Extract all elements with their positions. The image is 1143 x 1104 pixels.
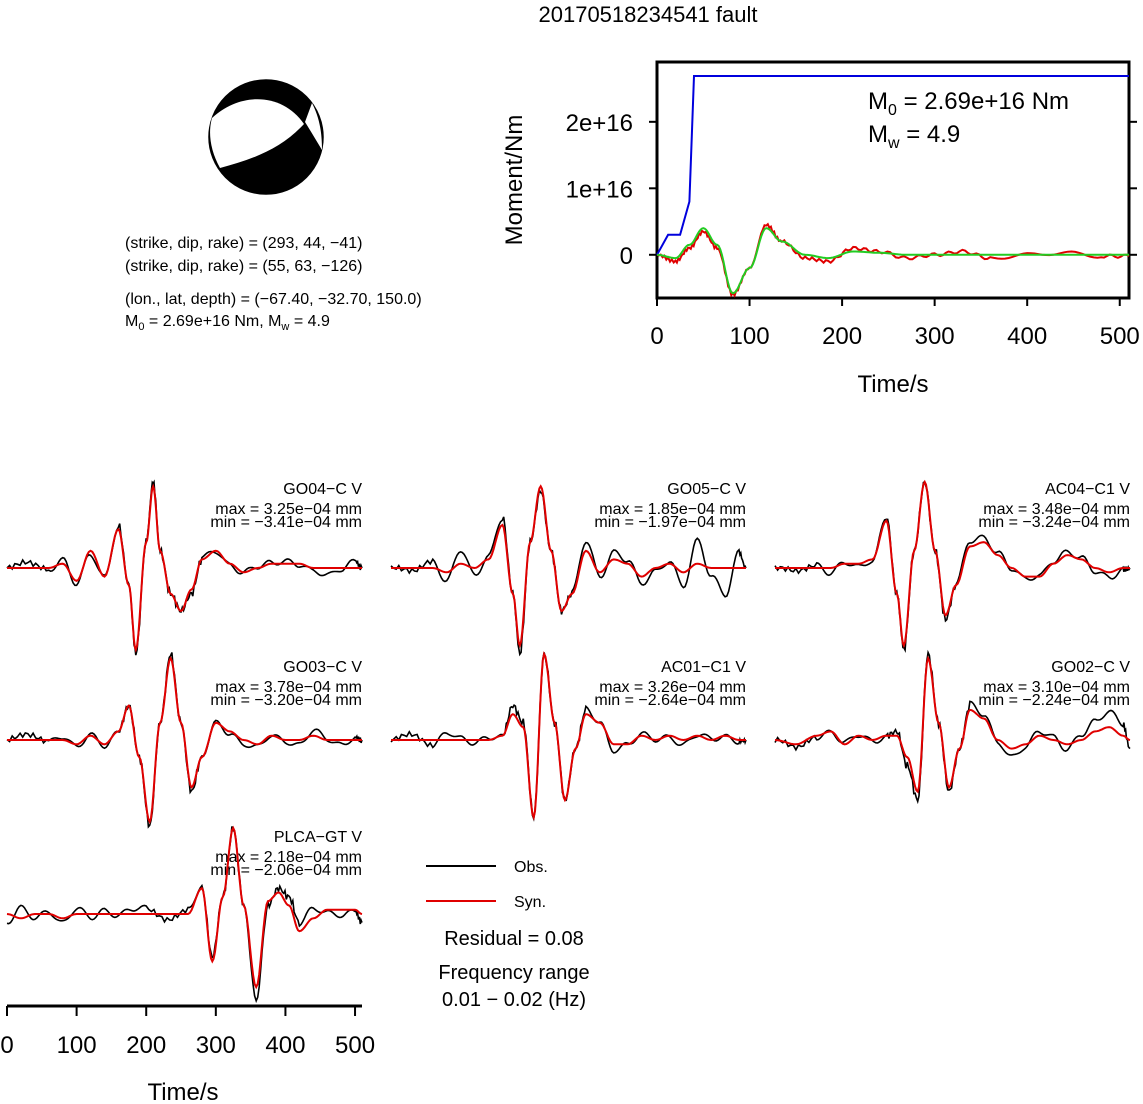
min-amplitude: min = −2.64e−04 mm	[594, 692, 746, 709]
station-label: GO04−C V	[283, 481, 362, 498]
moment-y-tick-label: 1e+16	[566, 176, 633, 203]
mw-annotation: Mw = 4.9	[868, 121, 960, 152]
synthetic-trace	[775, 479, 1130, 649]
moment-reference-line	[656, 227, 1129, 295]
max-amplitude: max = 3.48e−04 mm	[983, 501, 1130, 518]
beachball-white-lobe	[210, 99, 304, 168]
bottom-time-axis: 0 100 200 300 400 500	[0, 1004, 375, 1059]
bottom-x-tick-label: 500	[335, 1032, 375, 1059]
m0-annotation: M0 = 2.69e+16 Nm	[868, 88, 1069, 119]
min-amplitude: min = −1.97e−04 mm	[594, 514, 746, 531]
min-amplitude: min = −2.06e−04 mm	[210, 862, 362, 879]
frequency-value: 0.01 − 0.02 (Hz)	[442, 989, 586, 1011]
station-label: PLCA−GT V	[274, 829, 363, 846]
station-label: GO03−C V	[283, 659, 362, 676]
station-label: GO02−C V	[1051, 659, 1130, 676]
bottom-x-tick-label: 200	[126, 1032, 166, 1059]
moment-plot-frame	[655, 60, 1131, 300]
legend-syn-label: Syn.	[514, 894, 546, 911]
beachball-focal-mechanism	[208, 79, 324, 195]
figure-title: 20170518234541 fault	[539, 2, 758, 27]
bottom-x-tick-label: 300	[196, 1032, 236, 1059]
location-text: (lon., lat, depth) = (−67.40, −32.70, 15…	[125, 291, 422, 308]
moment-text: M0 = 2.69e+16 Nm, Mw = 4.9	[125, 313, 330, 333]
moment-x-tick-label: 500	[1100, 323, 1140, 350]
bottom-x-tick-label: 100	[57, 1032, 97, 1059]
bottom-xlabel: Time/s	[147, 1079, 218, 1104]
frequency-label: Frequency range	[438, 962, 589, 984]
synthetic-trace	[6, 825, 363, 990]
max-amplitude: max = 2.18e−04 mm	[215, 849, 362, 866]
moment-ylabel: Moment/Nm	[501, 115, 528, 246]
station-label: GO05−C V	[667, 481, 746, 498]
station-label: AC04−C1 V	[1045, 481, 1130, 498]
nodal-plane-1: (strike, dip, rake) = (293, 44, −41)	[125, 235, 362, 252]
moment-x-tick-label: 0	[650, 323, 663, 350]
max-amplitude: max = 1.85e−04 mm	[599, 501, 746, 518]
max-amplitude: max = 3.10e−04 mm	[983, 679, 1130, 696]
moment-x-tick-label: 100	[730, 323, 770, 350]
min-amplitude: min = −3.24e−04 mm	[978, 514, 1130, 531]
moment-rate-cumulative-line	[656, 75, 1129, 256]
moment-x-tick-label: 300	[915, 323, 955, 350]
nodal-plane-2: (strike, dip, rake) = (55, 63, −126)	[125, 258, 362, 275]
moment-x-tick-label: 400	[1007, 323, 1047, 350]
residual-text: Residual = 0.08	[444, 928, 584, 950]
min-amplitude: min = −3.41e−04 mm	[210, 514, 362, 531]
moment-xlabel: Time/s	[857, 371, 928, 398]
moment-synthetic-line	[656, 222, 1130, 298]
synthetic-trace	[774, 655, 1131, 794]
moment-x-tick-label: 200	[822, 323, 862, 350]
min-amplitude: min = −3.20e−04 mm	[210, 692, 362, 709]
bottom-x-tick-label: 0	[0, 1032, 13, 1059]
station-label: AC01−C1 V	[661, 659, 746, 676]
observed-trace	[390, 652, 747, 822]
legend-obs-label: Obs.	[514, 859, 548, 876]
legend: Obs. Syn. Residual = 0.08 Frequency rang…	[426, 859, 590, 1011]
max-amplitude: max = 3.26e−04 mm	[599, 679, 746, 696]
min-amplitude: min = −2.24e−04 mm	[978, 692, 1130, 709]
max-amplitude: max = 3.25e−04 mm	[215, 501, 362, 518]
synthetic-trace	[7, 483, 362, 653]
synthetic-trace	[391, 650, 746, 821]
synthetic-trace	[7, 656, 362, 825]
max-amplitude: max = 3.78e−04 mm	[215, 679, 362, 696]
moment-chart: 0 100 200 300 400 500 0 1e+16 2e+16	[566, 60, 1140, 350]
beachball-white-wedge	[305, 103, 322, 150]
bottom-x-tick-label: 400	[265, 1032, 305, 1059]
moment-y-tick-label: 0	[620, 243, 633, 270]
moment-y-tick-label: 2e+16	[566, 110, 633, 137]
synthetic-trace	[391, 484, 746, 649]
